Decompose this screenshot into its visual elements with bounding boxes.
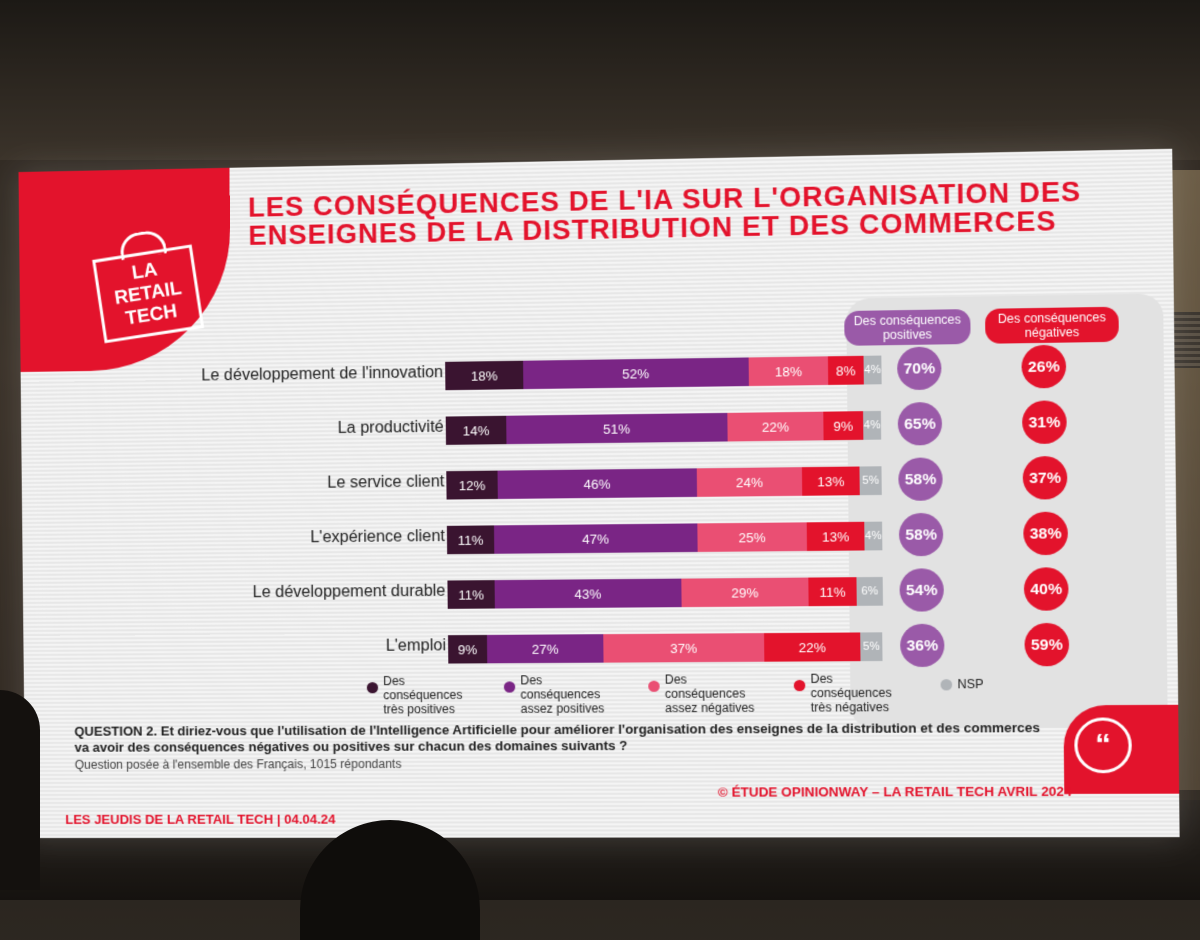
row-label: Le développement de l'innovation [201,364,443,386]
legend-item: NSP [957,677,1020,692]
bar-segment: 8% [828,356,864,385]
legend-label: Des conséquences assez négatives [665,672,755,715]
negative-total-badge: 59% [1024,623,1069,667]
bar-segment: 18% [749,356,829,386]
sample-note: Question posée à l'ensemble des Français… [75,757,402,772]
bar-segment: 51% [506,413,727,444]
stacked-bar: 11% 47% 25% 13% 4% [447,522,883,555]
bar-segment: 24% [697,467,802,497]
negative-total-badge: 38% [1023,512,1068,556]
legend-dot [367,682,378,693]
positive-total-badge: 54% [899,568,944,611]
bar-segment: 12% [446,471,498,500]
row-label: Le développement durable [253,583,446,603]
bar-segment: 52% [523,357,749,389]
stacked-bar: 14% 51% 22% 9% 4% [446,411,882,445]
legend-label: Des conséquences très négatives [810,672,891,715]
legend-label: Des conséquences très positives [383,674,462,717]
row-label: Le service client [327,473,444,492]
stacked-bar: 9% 27% 37% 22% 5% [448,632,884,663]
bar-segment: 9% [823,411,863,440]
room-ceiling [0,0,1200,160]
bar-segment: 46% [498,468,698,499]
slide-title: LES CONSÉQUENCES DE L'IA SUR L'ORGANISAT… [248,177,1099,250]
audience-head [0,690,40,890]
bar-segment: 22% [727,412,823,442]
bar-segment: 4% [864,356,882,385]
stacked-bar: 11% 43% 29% 11% 6% [447,577,883,609]
positive-total-badge: 36% [900,624,945,667]
legend-dot [648,681,660,692]
legend-dot [941,679,953,690]
bar-segment: 13% [807,522,865,551]
legend-label: Des conséquences assez positives [520,673,604,716]
bar-segment: 27% [487,634,604,663]
legend: Des conséquences très positives Des cons… [367,671,1011,709]
legend-item: Des conséquences assez positives [520,673,624,716]
legend-item: Des conséquences très positives [383,673,486,716]
stacked-bar: 12% 46% 24% 13% 5% [446,466,882,499]
positive-total-badge: 58% [899,513,944,557]
header-positive: Des conséquences positives [844,309,970,346]
legend-dot [794,680,806,691]
bar-segment: 6% [856,577,883,606]
bar-segment: 18% [445,361,523,390]
bar-segment: 4% [864,522,882,551]
bar-segment: 5% [859,466,881,495]
bar-segment: 22% [764,632,860,661]
bar-segment: 11% [447,580,494,609]
bar-segment: 11% [447,525,494,554]
row-label: L'emploi [386,637,447,656]
negative-total-badge: 37% [1023,456,1068,500]
footer-event: LES JEUDIS DE LA RETAIL TECH | 04.04.24 [65,812,335,827]
legend-dot [504,681,515,692]
header-negative: Des conséquences négatives [985,307,1119,344]
stacked-bar: 18% 52% 18% 8% 4% [445,356,880,391]
negative-total-badge: 40% [1024,567,1069,611]
legend-item: Des conséquences assez négatives [665,672,769,715]
row-label: L'expérience client [310,528,445,547]
bar-segment: 11% [808,577,856,606]
bar-segment: 29% [681,578,808,608]
legend-item: Des conséquences très négatives [810,671,915,715]
survey-question: QUESTION 2. Et diriez-vous que l'utilisa… [74,720,1053,756]
legend-label: NSP [957,677,983,692]
bar-segment: 13% [802,467,860,496]
bar-segment: 9% [448,635,487,664]
positive-total-badge: 58% [898,457,943,501]
bar-segment: 14% [446,416,507,445]
projection-screen: LA RETAIL TECH LES CONSÉQUENCES DE L'IA … [19,149,1180,838]
footer-source: © ÉTUDE OPINIONWAY – LA RETAIL TECH AVRI… [718,784,1072,800]
bar-segment: 25% [697,522,807,552]
bar-segment: 43% [495,579,682,609]
logo: LA RETAIL TECH [92,244,204,343]
row-label: La productivité [338,419,444,439]
bar-segment: 37% [603,633,764,663]
bar-segment: 5% [860,632,882,661]
bar-segment: 47% [494,523,698,553]
quote-icon: “ [1074,717,1132,773]
bar-segment: 4% [863,411,881,440]
